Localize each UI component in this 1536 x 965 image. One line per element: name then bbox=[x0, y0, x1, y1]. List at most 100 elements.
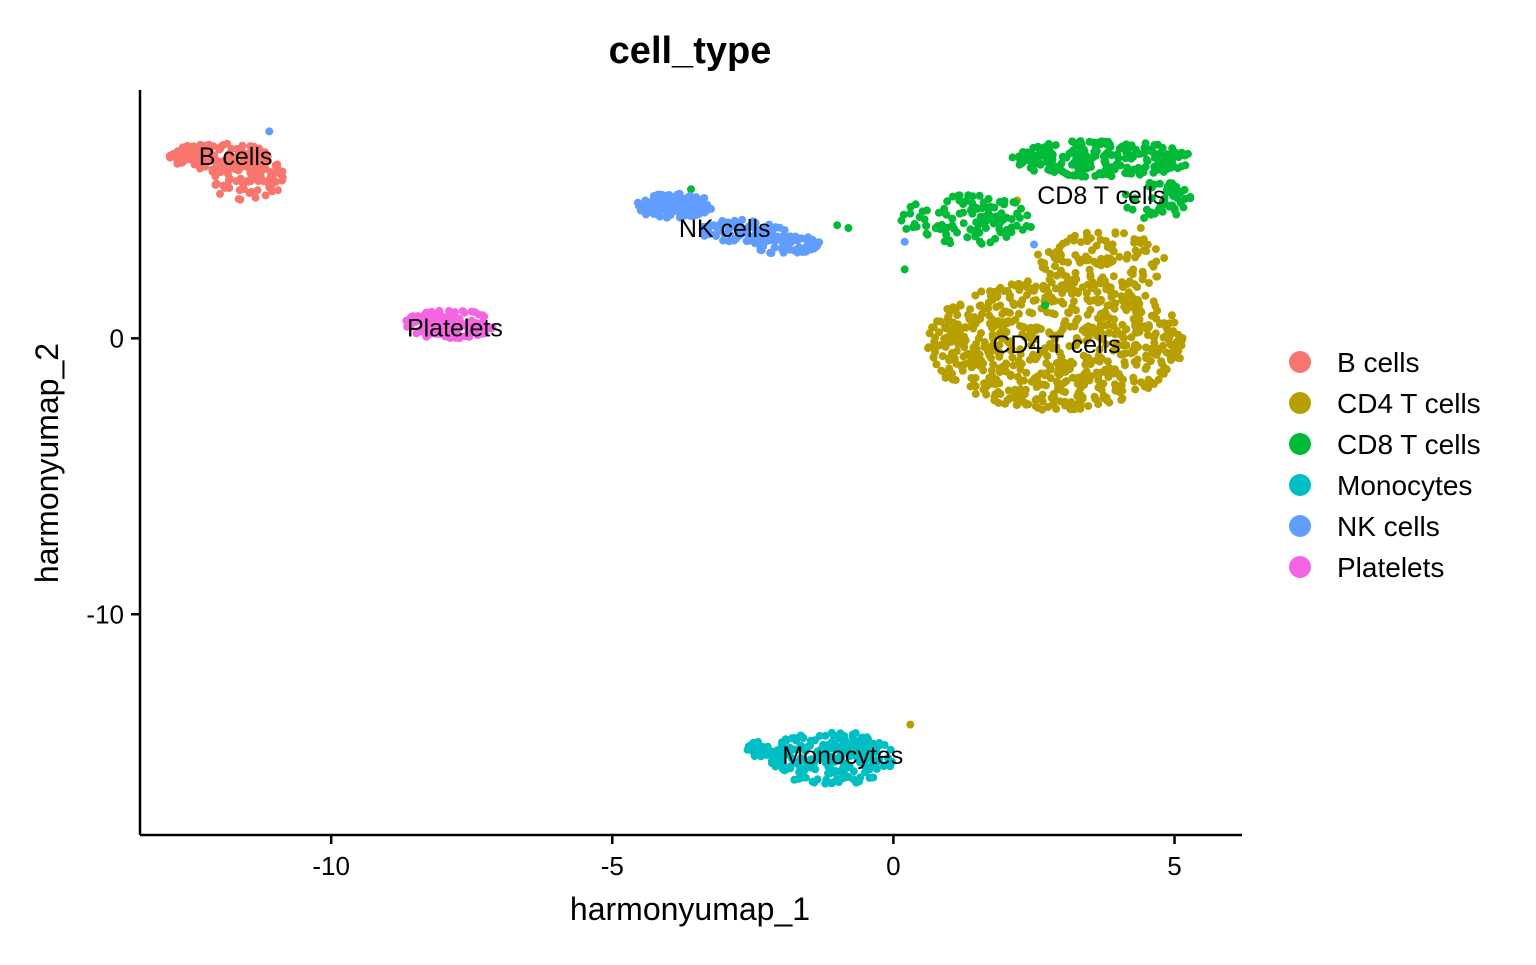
data-point bbox=[1158, 143, 1167, 152]
data-point bbox=[1009, 361, 1018, 370]
data-point bbox=[1119, 350, 1128, 359]
data-point bbox=[445, 307, 453, 315]
data-point bbox=[234, 151, 242, 160]
data-point bbox=[1116, 161, 1125, 170]
data-point bbox=[1080, 151, 1089, 160]
data-point bbox=[1167, 311, 1176, 320]
data-point bbox=[1018, 158, 1027, 167]
data-point bbox=[1157, 357, 1166, 366]
data-point bbox=[1033, 403, 1042, 412]
y-tick-label: -10 bbox=[86, 599, 124, 629]
legend-key-icon bbox=[1289, 556, 1311, 578]
x-axis-title: harmonyumap_1 bbox=[570, 891, 810, 927]
data-point bbox=[1023, 291, 1031, 299]
data-point bbox=[1095, 345, 1104, 354]
data-point bbox=[1057, 297, 1066, 306]
data-point bbox=[1094, 376, 1103, 385]
data-point bbox=[236, 195, 245, 204]
data-point bbox=[1175, 340, 1184, 349]
data-point bbox=[253, 186, 262, 195]
data-point bbox=[460, 308, 469, 317]
data-point bbox=[963, 349, 972, 358]
data-point bbox=[1118, 296, 1127, 305]
data-point bbox=[848, 750, 857, 759]
data-point bbox=[961, 323, 970, 332]
data-point bbox=[1044, 288, 1053, 297]
data-point bbox=[212, 179, 221, 188]
data-point bbox=[842, 745, 851, 754]
x-tick-label: 5 bbox=[1167, 851, 1181, 881]
data-point bbox=[953, 311, 962, 319]
data-point bbox=[1118, 142, 1127, 151]
data-point bbox=[1121, 154, 1130, 163]
data-point bbox=[1085, 265, 1094, 274]
data-point bbox=[662, 213, 671, 222]
data-point bbox=[1141, 365, 1150, 373]
data-point bbox=[404, 322, 413, 330]
data-point bbox=[686, 210, 695, 219]
data-point bbox=[1145, 279, 1153, 287]
data-point bbox=[980, 304, 989, 313]
data-point bbox=[1011, 281, 1020, 290]
data-point bbox=[1073, 156, 1082, 164]
data-point bbox=[984, 205, 993, 214]
data-point bbox=[1151, 245, 1160, 254]
data-point bbox=[977, 329, 985, 338]
data-point bbox=[979, 198, 988, 207]
data-point bbox=[1003, 396, 1012, 405]
data-point bbox=[1120, 229, 1128, 238]
data-point bbox=[785, 245, 794, 254]
data-point bbox=[996, 349, 1005, 357]
data-point bbox=[1037, 258, 1046, 267]
y-tick-label: 0 bbox=[110, 323, 124, 353]
cluster-label: Monocytes bbox=[782, 742, 903, 770]
data-point bbox=[1147, 194, 1156, 203]
x-tick-label: -10 bbox=[312, 851, 350, 881]
data-point bbox=[1046, 365, 1055, 374]
data-point bbox=[991, 234, 1000, 243]
cluster-label: NK cells bbox=[679, 215, 771, 243]
data-point bbox=[1002, 328, 1011, 336]
data-point bbox=[1143, 331, 1152, 340]
data-point bbox=[1109, 346, 1118, 355]
data-point bbox=[203, 155, 212, 164]
data-point bbox=[902, 224, 911, 233]
data-point bbox=[1071, 251, 1080, 260]
data-point bbox=[995, 197, 1004, 206]
data-point bbox=[1082, 367, 1091, 376]
data-point bbox=[1169, 348, 1178, 357]
data-point bbox=[753, 236, 762, 244]
data-point bbox=[1168, 161, 1177, 170]
data-point bbox=[1052, 377, 1061, 386]
data-point bbox=[759, 239, 768, 248]
data-point bbox=[1065, 342, 1074, 351]
data-point bbox=[453, 330, 462, 339]
data-point bbox=[1086, 305, 1095, 314]
data-point bbox=[826, 764, 835, 773]
data-point bbox=[1055, 358, 1064, 367]
data-point bbox=[1118, 394, 1127, 403]
data-point bbox=[803, 742, 812, 751]
data-point bbox=[1067, 398, 1076, 407]
data-point bbox=[1122, 306, 1131, 315]
data-point bbox=[266, 174, 275, 183]
data-point bbox=[1007, 228, 1016, 237]
data-point bbox=[959, 219, 968, 228]
data-point bbox=[1042, 359, 1051, 368]
data-point bbox=[929, 323, 938, 332]
data-point bbox=[1186, 193, 1195, 201]
data-point bbox=[944, 312, 953, 320]
data-point bbox=[752, 746, 760, 755]
data-point bbox=[1049, 165, 1057, 174]
data-point bbox=[704, 203, 713, 212]
data-point bbox=[1108, 257, 1117, 265]
data-point bbox=[1041, 295, 1050, 304]
series-monocytes bbox=[743, 728, 896, 788]
data-point bbox=[986, 292, 995, 300]
data-point bbox=[1046, 340, 1054, 348]
legend-label: CD4 T cells bbox=[1337, 388, 1481, 419]
data-point bbox=[1038, 397, 1047, 406]
data-point bbox=[932, 360, 941, 369]
data-point bbox=[1167, 356, 1175, 364]
